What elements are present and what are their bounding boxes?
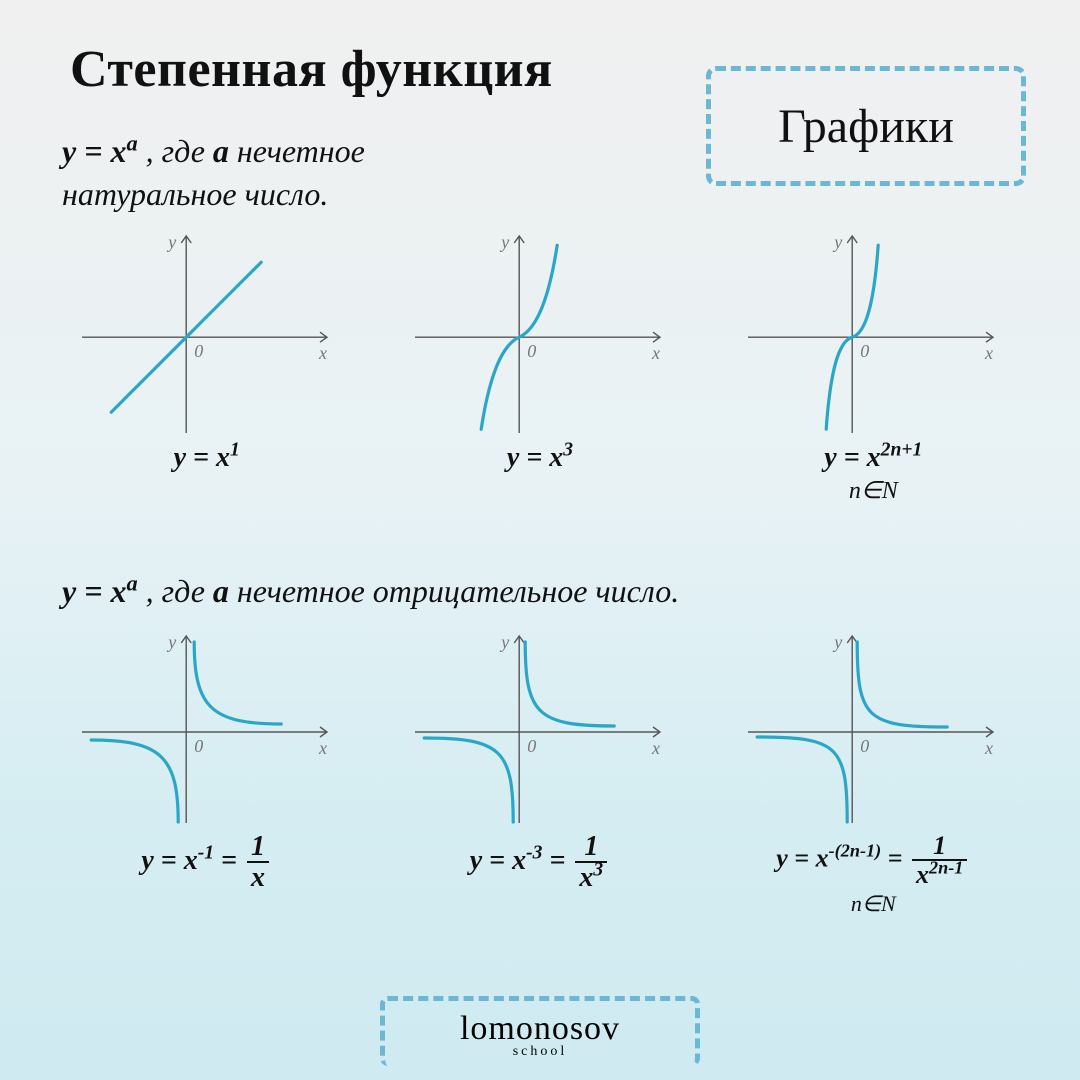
svg-text:0: 0 bbox=[527, 341, 536, 361]
svg-text:x: x bbox=[984, 343, 993, 363]
svg-text:0: 0 bbox=[861, 736, 870, 756]
svg-text:y: y bbox=[499, 232, 509, 252]
svg-text:y: y bbox=[833, 632, 843, 652]
section2-caption-0: y = x-1 = 1x bbox=[141, 832, 272, 893]
section2-chart-cell-1: x y 0 y = x-3 = 1x3 bbox=[410, 628, 670, 893]
section2-chart-0: x y 0 bbox=[77, 628, 337, 828]
graphs-badge-label: Графики bbox=[778, 99, 954, 154]
section1-chart-1: x y 0 bbox=[410, 228, 670, 438]
section2-chart-cell-2: x y 0 y = x-(2n-1) = 1x2n-1n∈N bbox=[743, 628, 1003, 917]
svg-text:y: y bbox=[499, 632, 509, 652]
section1-caption-0: y = x1 bbox=[174, 442, 240, 474]
section1-chart-2: x y 0 bbox=[743, 228, 1003, 438]
svg-text:x: x bbox=[318, 343, 327, 363]
svg-text:y: y bbox=[166, 632, 176, 652]
svg-text:0: 0 bbox=[861, 341, 870, 361]
svg-text:0: 0 bbox=[194, 736, 203, 756]
logo-border bbox=[380, 996, 700, 1066]
section1-chart-cell-2: x y 0 y = x2n+1n∈N bbox=[743, 228, 1003, 505]
section1-charts-row: x y 0 y = x1 x y 0 y = x3 x y 0 y = x2n+… bbox=[40, 228, 1040, 505]
svg-text:0: 0 bbox=[527, 736, 536, 756]
svg-text:y: y bbox=[833, 232, 843, 252]
section1-subcaption-2: n∈N bbox=[849, 476, 898, 505]
svg-text:y: y bbox=[166, 232, 176, 252]
section1-caption-2: y = x2n+1 bbox=[824, 442, 922, 474]
section2-charts-row: x y 0 y = x-1 = 1x x y 0 y = x-3 = 1x3 x… bbox=[40, 628, 1040, 917]
section1-chart-cell-1: x y 0 y = x3 bbox=[410, 228, 670, 474]
section2-caption-2: y = x-(2n-1) = 1x2n-1 bbox=[776, 832, 970, 889]
svg-text:x: x bbox=[984, 738, 993, 758]
svg-text:0: 0 bbox=[194, 341, 203, 361]
graphs-badge: Графики bbox=[706, 66, 1026, 186]
section1-chart-0: x y 0 bbox=[77, 228, 337, 438]
section2-subcaption-2: n∈N bbox=[851, 891, 896, 917]
page-title: Степенная функция bbox=[70, 40, 553, 99]
section2-caption-1: y = x-3 = 1x3 bbox=[470, 832, 610, 893]
section1-description: y = xa , где a нечетноенатуральное число… bbox=[62, 130, 365, 216]
svg-text:x: x bbox=[651, 738, 660, 758]
section2-chart-cell-0: x y 0 y = x-1 = 1x bbox=[77, 628, 337, 893]
svg-text:x: x bbox=[318, 738, 327, 758]
section2-chart-2: x y 0 bbox=[743, 628, 1003, 828]
svg-text:x: x bbox=[651, 343, 660, 363]
section1-chart-cell-0: x y 0 y = x1 bbox=[77, 228, 337, 474]
section2-description: y = xa , где a нечетное отрицательное чи… bbox=[62, 570, 679, 613]
section2-chart-1: x y 0 bbox=[410, 628, 670, 828]
logo: lomonosov school bbox=[380, 1010, 700, 1060]
section1-caption-1: y = x3 bbox=[507, 442, 573, 474]
